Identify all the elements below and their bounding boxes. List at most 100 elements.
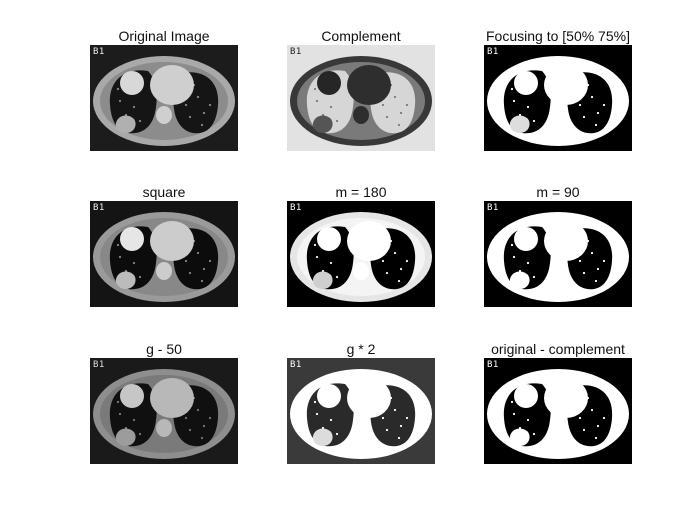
panel-title: square: [142, 184, 186, 200]
image-tag-label: B1: [487, 47, 499, 57]
lesion: [312, 428, 333, 446]
lesion: [115, 271, 136, 289]
spine: [353, 106, 369, 124]
vessel-speck: [590, 95, 594, 99]
vessel-speck: [594, 123, 598, 127]
ct-scan-image: [287, 201, 435, 307]
mass: [514, 384, 538, 408]
vessel-speck: [399, 424, 403, 428]
vessel-speck: [590, 251, 594, 255]
vessel-speck: [116, 400, 120, 404]
vessel-speck: [582, 271, 586, 275]
mass: [120, 384, 144, 408]
image-tag-label: B1: [290, 360, 302, 370]
vessel-speck: [532, 119, 536, 123]
lesion: [312, 115, 333, 133]
vessel-speck: [578, 416, 582, 420]
vessel-speck: [399, 111, 403, 115]
image-tag-label: B1: [290, 203, 302, 213]
vessel-speck: [184, 259, 188, 263]
spine: [156, 262, 172, 280]
vessel-speck: [385, 115, 389, 119]
vessel-speck: [594, 436, 598, 440]
vessel-speck: [200, 279, 204, 283]
vessel-speck: [196, 408, 200, 412]
image-tag-label: B1: [93, 47, 105, 57]
heart: [150, 65, 194, 105]
vessel-speck: [196, 95, 200, 99]
vessel-speck: [208, 103, 212, 107]
vessel-speck: [512, 99, 516, 103]
ct-scan-image: [484, 201, 632, 307]
vessel-speck: [385, 271, 389, 275]
image-tag-label: B1: [487, 360, 499, 370]
vessel-speck: [602, 259, 606, 263]
vessel-speck: [602, 416, 606, 420]
vessel-speck: [596, 424, 600, 428]
vessel-speck: [132, 418, 136, 422]
panel-title: m = 90: [536, 184, 580, 200]
vessel-speck: [335, 275, 339, 279]
mass: [514, 227, 538, 251]
vessel-speck: [202, 111, 206, 115]
image-tag-label: B1: [487, 203, 499, 213]
vessel-speck: [393, 251, 397, 255]
image-tag-label: B1: [93, 203, 105, 213]
image-tag-label: B1: [290, 47, 302, 57]
vessel-speck: [578, 259, 582, 263]
vessel-speck: [590, 408, 594, 412]
vessel-speck: [381, 103, 385, 107]
vessel-speck: [512, 255, 516, 259]
vessel-speck: [393, 408, 397, 412]
vessel-speck: [405, 259, 409, 263]
vessel-speck: [132, 105, 136, 109]
lesion: [115, 428, 136, 446]
vessel-speck: [118, 99, 122, 103]
vessel-speck: [329, 105, 333, 109]
ct-scan-image: [287, 45, 435, 151]
vessel-speck: [329, 261, 333, 265]
vessel-speck: [116, 87, 120, 91]
vessel-speck: [399, 267, 403, 271]
vessel-speck: [405, 416, 409, 420]
spine: [353, 419, 369, 437]
mass: [317, 227, 341, 251]
ct-scan-image: [90, 45, 238, 151]
spine: [550, 419, 566, 437]
vessel-speck: [329, 418, 333, 422]
vessel-speck: [578, 103, 582, 107]
vessel-speck: [381, 416, 385, 420]
vessel-speck: [596, 267, 600, 271]
panel-title: m = 180: [335, 184, 387, 200]
panel-title: Complement: [321, 28, 401, 44]
panel-title: g * 2: [346, 341, 376, 357]
vessel-speck: [532, 432, 536, 436]
panel-title: original - complement: [491, 341, 625, 357]
vessel-speck: [397, 123, 401, 127]
vessel-speck: [526, 418, 530, 422]
vessel-speck: [335, 432, 339, 436]
vessel-speck: [313, 400, 317, 404]
vessel-speck: [385, 428, 389, 432]
vessel-speck: [188, 115, 192, 119]
vessel-speck: [132, 261, 136, 265]
lesion: [509, 271, 530, 289]
vessel-speck: [202, 424, 206, 428]
vessel-speck: [335, 119, 339, 123]
vessel-speck: [526, 105, 530, 109]
vessel-speck: [596, 111, 600, 115]
vessel-speck: [313, 87, 317, 91]
ct-scan-image: [484, 45, 632, 151]
panel-title: Original Image: [118, 28, 210, 44]
heart: [544, 65, 588, 105]
vessel-speck: [510, 87, 514, 91]
vessel-speck: [196, 251, 200, 255]
spine: [353, 262, 369, 280]
vessel-speck: [138, 119, 142, 123]
vessel-speck: [116, 243, 120, 247]
vessel-speck: [393, 95, 397, 99]
vessel-speck: [381, 259, 385, 263]
image-tag-label: B1: [93, 360, 105, 370]
vessel-speck: [313, 243, 317, 247]
